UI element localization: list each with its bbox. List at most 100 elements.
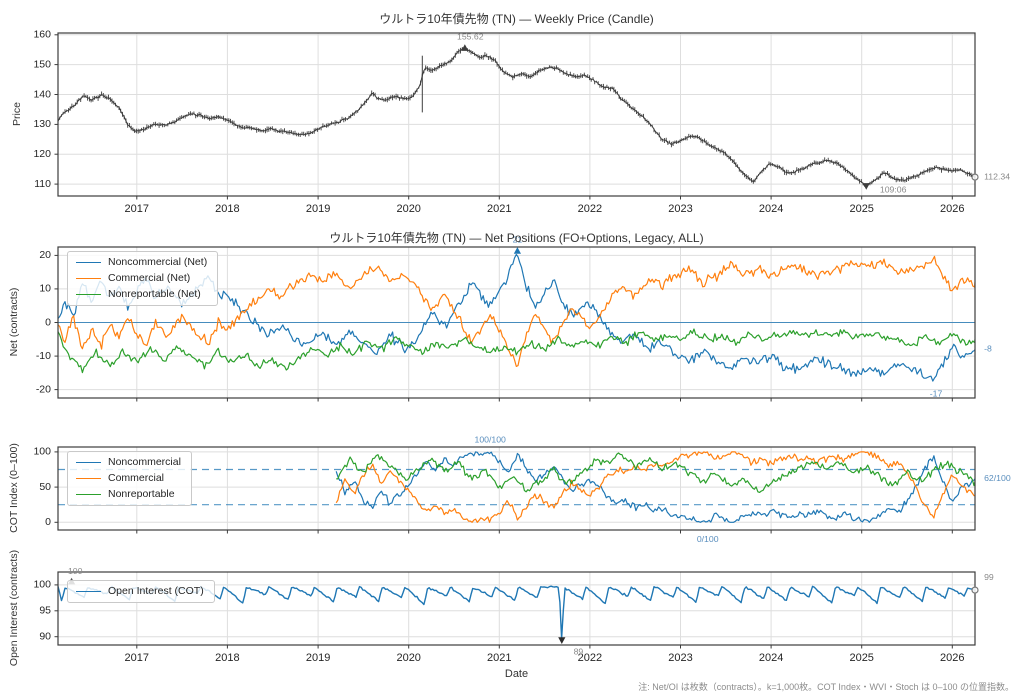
series-line-0	[335, 451, 975, 523]
legend-label: Noncommercial	[108, 456, 181, 468]
x-tick-label: 2022	[578, 652, 602, 664]
annotation: -17	[930, 388, 943, 398]
series-line-1	[335, 451, 975, 523]
x-tick-label: 2017	[125, 203, 149, 215]
legend-label: Nonreportable (Net)	[108, 288, 201, 300]
y-tick-label: 95	[39, 605, 51, 617]
legend-line-swatch	[76, 493, 101, 495]
x-tick-label: 2021	[487, 652, 511, 664]
y-tick-label: 90	[39, 630, 51, 642]
x-tick-label: 2018	[215, 652, 239, 664]
net-positions-chart: -20 -10 0 10 20 21 -17 -8 Noncommercial (Net) Com…	[36, 234, 992, 402]
y-tick-label: 140	[33, 88, 51, 100]
legend-item: Commercial (Net)	[76, 271, 207, 285]
legend-label: Commercial	[108, 472, 165, 484]
open-interest-y-axis-label: Open Interest (contracts)	[8, 549, 20, 667]
annotation: 21	[513, 234, 523, 244]
legend: Open Interest (COT)	[67, 580, 215, 603]
cot-index-chart: 0 50 100 100/100 0/100 62/100 Noncommercial Com…	[33, 434, 1010, 544]
y-tick-label: 100	[33, 579, 51, 591]
x-tick-label: 2020	[396, 203, 420, 215]
y-tick-label: 110	[34, 178, 51, 190]
legend-line-swatch	[76, 277, 101, 279]
annotation: 155.62	[457, 31, 484, 41]
annotation: -8	[984, 344, 992, 354]
x-tick-label: 2022	[578, 203, 602, 215]
x-tick-label: 2026	[940, 203, 964, 215]
candle-wicks	[58, 47, 975, 189]
legend-item: Nonreportable (Net)	[76, 287, 207, 301]
x-tick-label: 2023	[668, 652, 692, 664]
legend-label: Noncommercial (Net)	[108, 256, 208, 268]
annotation: 112.34	[984, 171, 1010, 181]
triangle-up-marker	[461, 44, 469, 51]
triangle-down-marker	[862, 183, 870, 190]
x-tick-label: 2020	[396, 652, 420, 664]
footnote: 注: Net/OI は枚数（contracts）。k=1,000枚。COT In…	[638, 682, 1014, 692]
open-interest-chart: 90 95 100 2017 2018 2019 2020 2021 2022 2023 2024 2…	[33, 566, 993, 664]
last-point-marker	[971, 173, 979, 181]
x-tick-label: 2025	[849, 652, 873, 664]
y-tick-label: 50	[39, 481, 51, 493]
price-y-axis-label: Price	[11, 102, 23, 126]
legend-line-swatch	[76, 590, 101, 592]
series-group	[58, 47, 975, 189]
series-line-2	[58, 328, 975, 374]
price-chart: 110 120 130 140 150 160 2017 2018 2019 2020 2021 20…	[33, 29, 1010, 215]
x-tick-label: 2017	[125, 652, 149, 664]
x-tick-label: 2024	[759, 203, 783, 215]
plot-border	[57, 32, 976, 197]
x-tick-label: 2023	[668, 203, 692, 215]
chart-canvas: 0 50 100 100/100 0/100 62/100	[33, 434, 1010, 544]
legend-label: Open Interest (COT)	[108, 585, 204, 597]
series-group	[335, 451, 975, 523]
x-tick-label: 2019	[306, 203, 330, 215]
x-tick-label: 2018	[215, 203, 239, 215]
legend-item: Commercial	[76, 471, 181, 485]
series-line-2	[336, 452, 975, 493]
legend-line-swatch	[76, 261, 101, 263]
x-tick-label: 2019	[306, 652, 330, 664]
chart-canvas: 110 120 130 140 150 160 2017 2018 2019 2020 2021 20…	[33, 29, 1010, 215]
price-chart-title: ウルトラ10年債先物 (TN) — Weekly Price (Candle)	[379, 12, 654, 26]
y-tick-label: 10	[39, 283, 51, 295]
y-tick-label: 20	[39, 249, 51, 261]
annotation: 100/100	[474, 434, 506, 444]
plot-border	[57, 571, 976, 646]
y-tick-label: -20	[36, 383, 51, 395]
legend: Noncommercial Commercial Nonreportable	[67, 451, 192, 506]
legend-label: Nonreportable	[108, 488, 175, 500]
y-tick-label: -10	[36, 350, 51, 362]
triangle-up-marker	[513, 247, 522, 254]
y-tick-label: 100	[33, 446, 51, 458]
cot-index-y-axis-label: COT Index (0–100)	[8, 443, 20, 533]
x-axis-label: Date	[504, 668, 529, 680]
x-tick-label: 2025	[849, 203, 873, 215]
legend-line-swatch	[76, 461, 101, 463]
x-tick-label: 2026	[940, 652, 964, 664]
x-tick-label: 2021	[487, 203, 511, 215]
series-line-0	[58, 47, 975, 187]
legend-label: Commercial (Net)	[108, 272, 191, 284]
y-tick-label: 130	[33, 118, 51, 130]
legend-line-swatch	[76, 477, 101, 479]
y-tick-label: 120	[33, 148, 51, 160]
legend: Noncommercial (Net) Commercial (Net) Nonre…	[67, 251, 219, 306]
net-y-axis-label: Net (contracts)	[8, 287, 20, 357]
annotation: 62/100	[984, 473, 1011, 483]
last-point-marker	[971, 586, 979, 594]
y-tick-label: 160	[33, 29, 51, 41]
legend-line-swatch	[76, 293, 101, 295]
legend-item: Noncommercial (Net)	[76, 255, 207, 269]
y-tick-label: 0	[45, 316, 51, 328]
y-tick-label: 150	[33, 58, 51, 70]
annotation: 100	[68, 566, 83, 576]
x-tick-label: 2024	[759, 652, 783, 664]
legend-item: Nonreportable	[76, 487, 181, 501]
net-positions-chart-title: ウルトラ10年債先物 (TN) — Net Positions (FO+Opti…	[329, 231, 704, 245]
chart-canvas: 90 95 100 2017 2018 2019 2020 2021 2022 2023 2024 2…	[33, 566, 993, 664]
legend-item: Noncommercial	[76, 455, 181, 469]
annotation: 109:06	[880, 185, 907, 195]
annotation: 89	[574, 646, 584, 656]
